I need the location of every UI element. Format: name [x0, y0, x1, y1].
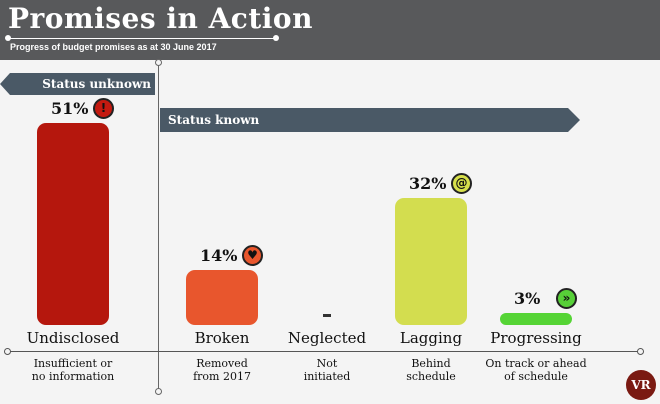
category-description-progressing: On track or ahead of schedule [485, 357, 587, 383]
status-unknown-banner: Status unknown [0, 73, 155, 95]
fast-forward-icon: » [556, 288, 577, 309]
brand-logo: VR [626, 370, 656, 400]
broken-heart-icon: ♥ [242, 244, 263, 266]
value-label-broken: 14% [200, 245, 238, 265]
status-known-banner: Status known [160, 108, 580, 132]
bar-broken [186, 269, 258, 325]
category-label-progressing: Progressing [490, 329, 582, 347]
category-label-undisclosed: Undisclosed [26, 329, 120, 347]
category-description-lagging: Behind schedule [406, 357, 456, 383]
value-label-lagging: 32% [409, 174, 447, 194]
page-title: Promises in Action [8, 2, 313, 35]
bar-lagging [395, 198, 467, 325]
category-description-undisclosed: Insufficient or no information [31, 357, 115, 383]
category-label-lagging: Lagging [399, 329, 463, 347]
page-subtitle: Progress of budget promises as at 30 Jun… [10, 42, 217, 52]
value-label-progressing: 3% [514, 289, 541, 308]
category-label-broken: Broken [194, 329, 250, 347]
group-divider [155, 59, 162, 395]
category-description-neglected: Not initiated [303, 357, 351, 383]
header: Promises in Action Progress of budget pr… [0, 0, 660, 60]
title-underline [5, 35, 279, 41]
value-label-undisclosed: 51% [51, 99, 89, 118]
exclamation-icon: ! [93, 98, 114, 119]
category-description-broken: Removed from 2017 [193, 357, 251, 383]
bar-undisclosed [37, 123, 109, 325]
bar-progressing [500, 313, 572, 325]
snail-icon: @ [451, 173, 472, 195]
value-label-neglected [323, 314, 331, 317]
chart-baseline [4, 348, 644, 355]
category-label-neglected: Neglected [287, 329, 367, 347]
